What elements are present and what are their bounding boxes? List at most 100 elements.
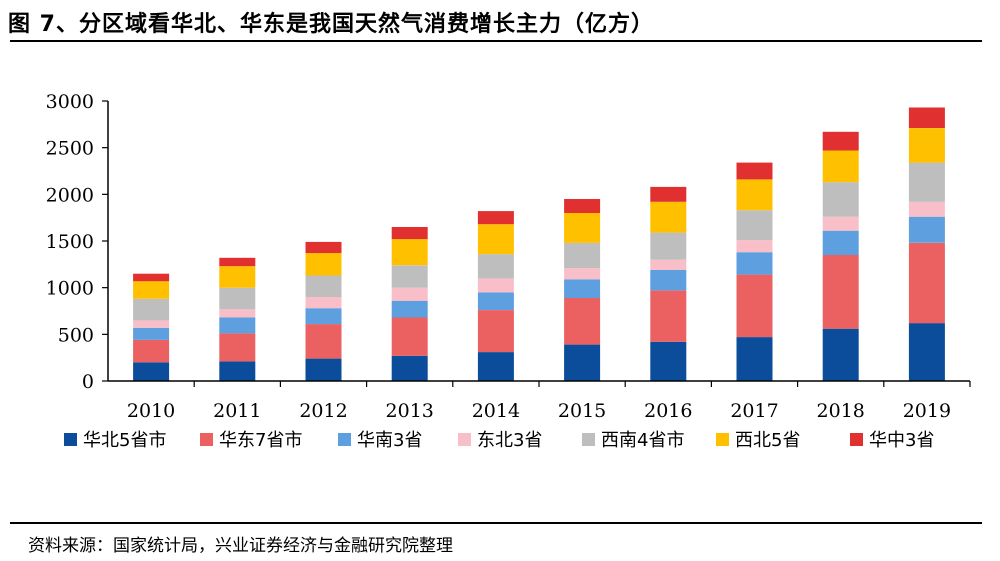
legend-label: 东北3省 xyxy=(477,430,542,451)
legend-swatch xyxy=(582,433,595,446)
legend-label: 华北5省市 xyxy=(83,430,166,451)
legend-label: 西南4省市 xyxy=(601,430,684,451)
bar-segment-2016-s2 xyxy=(650,269,687,291)
title-divider xyxy=(10,40,982,42)
bar-segment-2012-s5 xyxy=(305,253,342,276)
bar-segment-2019-s1 xyxy=(908,242,945,324)
bar-segment-2010-s6 xyxy=(133,273,170,282)
bar-segment-2015-s3 xyxy=(564,268,601,280)
x-tick-label: 2019 xyxy=(903,400,951,422)
bar-segment-2017-s2 xyxy=(736,252,773,275)
y-tick-label: 1500 xyxy=(46,231,94,253)
bar-segment-2019-s5 xyxy=(908,128,945,163)
bar-segment-2016-s0 xyxy=(650,341,687,381)
bar-segment-2015-s1 xyxy=(564,297,601,345)
legend-swatch xyxy=(716,433,729,446)
bar-segment-2018-s2 xyxy=(822,230,859,255)
y-tick-label: 1000 xyxy=(46,278,94,300)
bar-segment-2013-s4 xyxy=(391,265,428,288)
y-axis: 0 500 1000 1500 2000 2500 3000 xyxy=(46,91,109,393)
bar-segment-2015-s5 xyxy=(564,213,601,243)
plot-area xyxy=(133,107,945,381)
bar-segment-2018-s1 xyxy=(822,255,859,329)
bar-segment-2018-s5 xyxy=(822,150,859,183)
bar-segment-2014-s5 xyxy=(477,224,514,255)
bar-segment-2013-s6 xyxy=(391,227,428,240)
bar-segment-2016-s5 xyxy=(650,201,687,233)
bar-segment-2017-s3 xyxy=(736,240,773,253)
bar-segment-2017-s1 xyxy=(736,274,773,338)
bar-segment-2011-s0 xyxy=(219,361,256,381)
bar-segment-2014-s2 xyxy=(477,292,514,310)
bar-segment-2017-s6 xyxy=(736,162,773,180)
figure-title: 图 7、分区域看华北、华东是我国天然气消费增长主力（亿方） xyxy=(8,12,654,37)
bar-segment-2016-s3 xyxy=(650,259,687,270)
bar-segment-2012-s1 xyxy=(305,324,342,359)
bar-segment-2011-s6 xyxy=(219,257,256,267)
bar-segment-2011-s4 xyxy=(219,287,256,310)
bar-segment-2019-s2 xyxy=(908,216,945,243)
bar-segment-2019-s6 xyxy=(908,107,945,128)
bar-segment-2011-s1 xyxy=(219,333,256,362)
bar-segment-2013-s5 xyxy=(391,239,428,266)
bar-segment-2012-s6 xyxy=(305,241,342,254)
y-tick-label: 500 xyxy=(58,324,94,346)
bar-segment-2018-s3 xyxy=(822,216,859,231)
x-tick-label: 2015 xyxy=(558,400,606,422)
bar-segment-2015-s0 xyxy=(564,344,601,381)
bar-segment-2011-s2 xyxy=(219,317,256,334)
bar-segment-2016-s1 xyxy=(650,290,687,342)
x-tick-label: 2016 xyxy=(644,400,692,422)
bar-segment-2012-s2 xyxy=(305,308,342,325)
bar-segment-2012-s4 xyxy=(305,275,342,297)
source-note: 资料来源：国家统计局，兴业证券经济与金融研究院整理 xyxy=(28,536,453,556)
bar-segment-2018-s4 xyxy=(822,182,859,217)
x-tick-label: 2018 xyxy=(817,400,865,422)
bar-segment-2014-s4 xyxy=(477,254,514,279)
x-tick-label: 2012 xyxy=(299,400,347,422)
bar-segment-2017-s4 xyxy=(736,210,773,241)
x-tick-label: 2010 xyxy=(127,400,175,422)
legend-label: 华中3省 xyxy=(869,430,934,451)
x-axis: 2010 2011 2012 2013 2014 2015 2016 2017 2018 2019 xyxy=(108,380,971,422)
bar-segment-2014-s6 xyxy=(477,211,514,225)
legend-label: 华东7省市 xyxy=(219,430,302,451)
bar-segment-2014-s0 xyxy=(477,352,514,381)
bar-segment-2010-s5 xyxy=(133,281,170,299)
legend: 华北5省市 华东7省市 华南3省 东北3省 西南4省市 西北5省 华中3省 xyxy=(64,430,934,451)
legend-swatch xyxy=(338,433,351,446)
y-tick-label: 2500 xyxy=(46,138,94,160)
bar-segment-2010-s3 xyxy=(133,320,170,328)
y-tick-label: 3000 xyxy=(46,91,94,113)
x-tick-label: 2014 xyxy=(472,400,520,422)
bar-segment-2013-s2 xyxy=(391,300,428,318)
legend-swatch xyxy=(200,433,213,446)
y-tick-label: 2000 xyxy=(46,184,94,206)
legend-label: 华南3省 xyxy=(357,430,422,451)
legend-label: 西北5省 xyxy=(735,430,800,451)
x-tick-label: 2013 xyxy=(386,400,434,422)
bar-segment-2013-s0 xyxy=(391,355,428,381)
bar-segment-2019-s3 xyxy=(908,201,945,217)
bar-segment-2014-s1 xyxy=(477,310,514,353)
bar-segment-2010-s1 xyxy=(133,339,170,363)
bar-segment-2013-s1 xyxy=(391,317,428,356)
bar-segment-2011-s5 xyxy=(219,266,256,288)
bar-segment-2014-s3 xyxy=(477,278,514,293)
x-tick-label: 2011 xyxy=(213,400,261,422)
legend-swatch xyxy=(850,433,863,446)
bar-segment-2019-s0 xyxy=(908,323,945,381)
bar-segment-2015-s6 xyxy=(564,199,601,213)
bar-segment-2017-s5 xyxy=(736,179,773,211)
bar-segment-2016-s6 xyxy=(650,186,687,202)
bar-segment-2016-s4 xyxy=(650,232,687,260)
bar-segment-2018-s6 xyxy=(822,131,859,151)
bar-segment-2010-s2 xyxy=(133,327,170,340)
bar-segment-2013-s3 xyxy=(391,287,428,301)
legend-swatch xyxy=(458,433,471,446)
bar-segment-2010-s4 xyxy=(133,298,170,321)
bar-segment-2019-s4 xyxy=(908,162,945,202)
bar-segment-2018-s0 xyxy=(822,328,859,381)
source-divider xyxy=(10,522,982,524)
